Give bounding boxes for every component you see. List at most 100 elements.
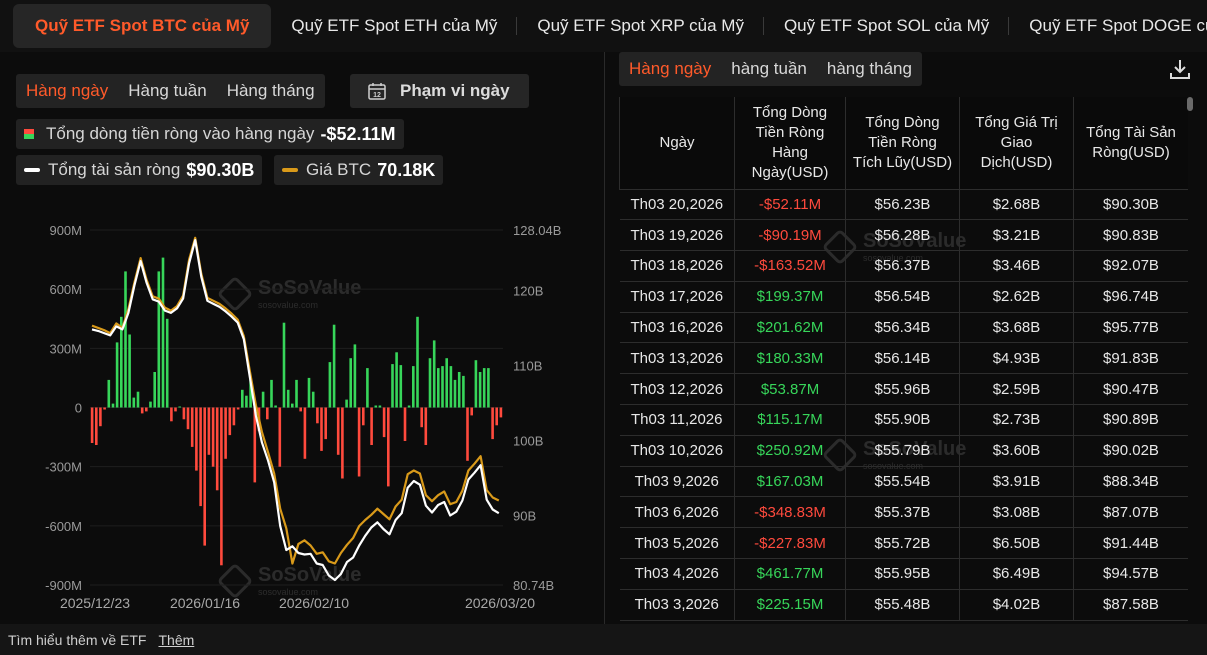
cell-cumulative-net-inflow: $56.34B	[845, 312, 960, 344]
download-icon[interactable]	[1169, 58, 1191, 80]
outflow-bar	[253, 407, 257, 483]
inflow-bar	[270, 379, 273, 408]
tab-divider	[762, 17, 764, 35]
y-left-tick-label: -600M	[45, 519, 82, 534]
cell-total-net-assets: $87.07B	[1073, 496, 1188, 529]
outflow-bar	[182, 407, 186, 420]
stat-value: -$52.11M	[320, 123, 396, 144]
inflow-bar	[445, 358, 448, 408]
tab-sol-etf[interactable]: Quỹ ETF Spot SOL của Mỹ	[764, 4, 1010, 48]
outflow-bar	[466, 407, 469, 461]
outflow-bar	[495, 407, 498, 426]
inflow-bar	[241, 389, 244, 408]
bar-legend-swatch	[24, 129, 34, 139]
tab-eth-etf[interactable]: Quỹ ETF Spot ETH của Mỹ	[271, 4, 518, 48]
cell-total-net-assets: $90.89B	[1073, 404, 1188, 436]
inflow-bar	[449, 366, 453, 408]
date-range-button[interactable]: 12 Phạm vi ngày	[350, 74, 529, 108]
x-tick-label: 2026/01/16	[170, 595, 240, 611]
outflow-bar	[387, 407, 390, 487]
cell-date: Th03 18,2026	[619, 250, 735, 282]
cell-date: Th03 20,2026	[619, 189, 735, 221]
inflow-bar	[453, 379, 457, 408]
cell-value-traded: $3.21B	[959, 219, 1074, 252]
table-row: Th03 19,2026 -$90.19M $56.28B $3.21B $90.83B	[619, 219, 1188, 252]
btc-price-stat: Giá BTC 70.18K	[274, 155, 444, 185]
cell-daily-net-inflow: -$52.11M	[734, 189, 846, 221]
cell-date: Th03 13,2026	[619, 342, 735, 375]
cell-daily-net-inflow: $53.87M	[734, 373, 846, 406]
inflow-bar	[295, 379, 298, 408]
inflow-bar	[178, 406, 181, 408]
inflow-bar	[391, 364, 394, 408]
stat-value: 70.18K	[377, 159, 436, 180]
cell-daily-net-inflow: -$163.52M	[734, 250, 846, 282]
inflow-bar	[291, 403, 294, 408]
header-total-net-assets[interactable]: Tổng Tài Sản Ròng(USD)	[1073, 97, 1188, 190]
stat-label: Tổng tài sản ròng	[48, 160, 181, 179]
cell-value-traded: $3.91B	[959, 466, 1074, 498]
cell-total-net-assets: $91.44B	[1073, 527, 1188, 560]
period-weekly-option[interactable]: Hàng tuần	[128, 81, 207, 100]
header-daily-net-inflow[interactable]: Tổng Dòng Tiền Ròng Hàng Ngày(USD)	[734, 97, 846, 190]
inflow-bar	[487, 368, 490, 408]
outflow-bar	[103, 407, 106, 410]
outflow-bar	[341, 407, 344, 479]
outflow-bar	[420, 407, 423, 428]
outflow-bar	[370, 407, 373, 445]
outflow-bar	[278, 407, 282, 467]
learn-more-link[interactable]: Thêm	[158, 631, 195, 648]
inflow-bar	[307, 377, 311, 408]
table-row: Th03 20,2026 -$52.11M $56.23B $2.68B $90.30B	[619, 189, 1188, 221]
cell-daily-net-inflow: $225.15M	[734, 589, 846, 621]
svg-text:12: 12	[373, 92, 381, 99]
y-right-tick-label: 80.74B	[513, 578, 554, 593]
footer-bar: Tìm hiểu thêm về ETF Thêm	[0, 624, 1207, 655]
inflow-bar	[482, 368, 486, 408]
header-date[interactable]: Ngày	[619, 97, 735, 190]
cell-date: Th03 12,2026	[619, 373, 735, 406]
outflow-bar	[357, 407, 361, 477]
cell-value-traded: $3.60B	[959, 435, 1074, 467]
cell-value-traded: $6.50B	[959, 527, 1074, 560]
period-monthly-option[interactable]: Hàng tháng	[226, 81, 315, 100]
outflow-bar	[299, 407, 302, 412]
table-panel: Hàng ngày hàng tuần hàng tháng SoSoValue…	[604, 52, 1207, 624]
etf-flow-table: Ngày Tổng Dòng Tiền Ròng Hàng Ngày(USD) …	[619, 97, 1188, 624]
cell-cumulative-net-inflow: $55.72B	[845, 527, 960, 560]
outflow-bar	[403, 407, 407, 441]
header-value-traded[interactable]: Tổng Giá Trị Giao Dịch(USD)	[959, 97, 1074, 190]
inflow-bar	[311, 391, 315, 408]
header-cumulative-net-inflow[interactable]: Tổng Dòng Tiền Ròng Tích Lũy(USD)	[845, 97, 960, 190]
outflow-bar	[215, 407, 219, 491]
inflow-bar	[286, 389, 290, 408]
outflow-bar	[382, 407, 386, 438]
table-scrollbar[interactable]	[1187, 97, 1193, 111]
outflow-bar	[170, 407, 173, 422]
y-right-tick-label: 90B	[513, 509, 536, 524]
inflow-bar	[378, 405, 382, 408]
inflow-bar	[161, 257, 165, 408]
cell-daily-net-inflow: $199.37M	[734, 281, 846, 313]
stat-value: $90.30B	[186, 159, 255, 180]
period-daily-option[interactable]: Hàng ngày	[26, 81, 109, 100]
tab-doge-etf[interactable]: Quỹ ETF Spot DOGE của Mỹ	[1009, 4, 1207, 48]
tab-xrp-etf[interactable]: Quỹ ETF Spot XRP của Mỹ	[517, 4, 764, 48]
cell-value-traded: $6.49B	[959, 558, 1074, 590]
chart-period-selector: Hàng ngày Hàng tuần Hàng tháng	[16, 74, 325, 108]
outflow-bar	[140, 407, 144, 414]
cell-cumulative-net-inflow: $56.28B	[845, 219, 960, 252]
cell-cumulative-net-inflow: $56.23B	[845, 189, 960, 221]
inflow-bar	[245, 395, 248, 408]
tab-btc-etf[interactable]: Quỹ ETF Spot BTC của Mỹ	[13, 4, 272, 48]
period-weekly-option[interactable]: hàng tuần	[731, 59, 807, 78]
cell-value-traded: $2.73B	[959, 404, 1074, 436]
total-net-assets-stat: Tổng tài sản ròng $90.30B	[16, 155, 263, 185]
inflow-bar	[115, 342, 119, 408]
period-daily-option[interactable]: Hàng ngày	[629, 59, 712, 78]
period-monthly-option[interactable]: hàng tháng	[826, 59, 912, 78]
footer-text: Tìm hiểu thêm về ETF	[8, 631, 147, 648]
cell-cumulative-net-inflow: $56.14B	[845, 342, 960, 375]
inflow-bar	[165, 318, 169, 408]
inflow-bar	[349, 358, 352, 408]
